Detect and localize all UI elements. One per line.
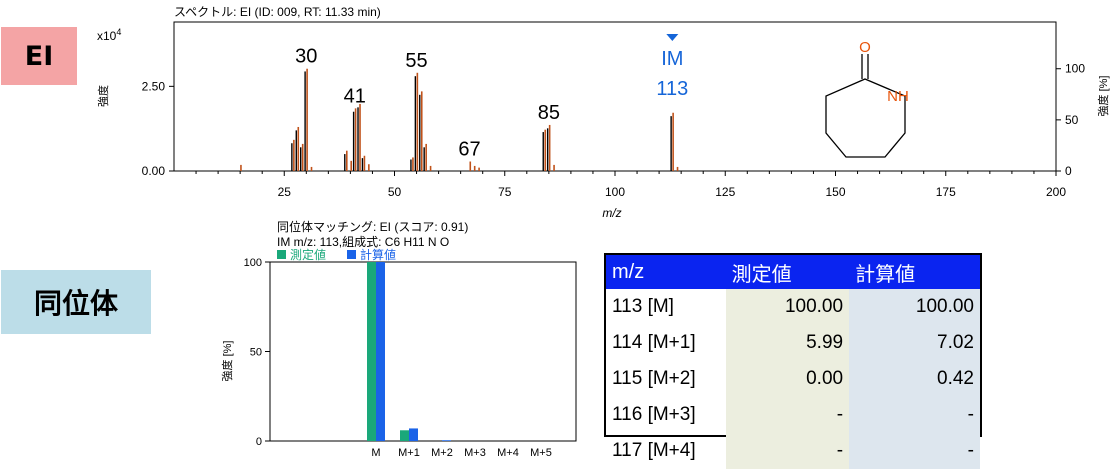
iso-x-tick-label: M+1 xyxy=(398,447,420,459)
structure-oxygen-label: O xyxy=(859,39,871,56)
table-cell-measured: - xyxy=(725,433,850,469)
table-cell-mz: 116 [M+3] xyxy=(612,404,696,425)
x-tick-label: 75 xyxy=(498,185,512,199)
table-row: 114 [M+1] 5.99 7.02 xyxy=(606,325,980,361)
iso-x-tick-label: M+4 xyxy=(497,447,519,459)
isotope-table: m/z 測定値 計算値 113 [M] 100.00 100.00 114 [M… xyxy=(604,253,982,469)
x-tick-label: 200 xyxy=(1046,185,1066,199)
im-label: IM xyxy=(661,48,683,70)
table-cell-calculated: - xyxy=(849,433,980,469)
table-header-mz: m/z xyxy=(606,255,726,289)
table-cell-calculated: 0.42 xyxy=(849,361,980,397)
iso-x-tick-label: M+3 xyxy=(464,447,486,459)
peak-label: 67 xyxy=(458,139,480,161)
legend-swatch-measured xyxy=(277,250,286,259)
peak-label: 30 xyxy=(295,46,317,68)
ei-spectrum-chart: スペクトル: EI (ID: 009, RT: 11.33 min) x104 … xyxy=(96,5,1110,220)
iso-bar-measured xyxy=(400,430,409,441)
iso-bar-calculated xyxy=(376,262,385,441)
table-cell-measured: 100.00 xyxy=(725,289,850,325)
table-cell-mz: 115 [M+2] xyxy=(612,368,696,389)
iso-bar-calculated xyxy=(409,428,418,441)
table-header-row: m/z 測定値 計算値 xyxy=(606,255,980,289)
table-cell-mz: 113 [M] xyxy=(612,296,674,317)
spectrum-plot-frame xyxy=(173,21,1057,172)
x-tick-label: 50 xyxy=(388,185,402,199)
peak-label: 113 xyxy=(656,78,688,100)
iso-y-tick-label: 50 xyxy=(250,347,262,359)
iso-y-tick-label: 100 xyxy=(244,257,262,269)
iso-x-tick-label: M+2 xyxy=(431,447,453,459)
im-marker-icon xyxy=(666,34,679,41)
table-cell-calculated: - xyxy=(849,397,980,433)
y-axis-label-left: 強度 xyxy=(96,85,110,107)
table-cell-measured: - xyxy=(725,397,850,433)
iso-plot-frame xyxy=(269,261,577,442)
peak-label: 55 xyxy=(405,50,427,72)
y-right-tick-label: 100 xyxy=(1065,62,1085,76)
legend-label-calculated: 計算値 xyxy=(360,247,396,262)
iso-x-tick-label: M+5 xyxy=(530,447,552,459)
table-cell-measured: 0.00 xyxy=(725,361,850,397)
table-cell-measured: 5.99 xyxy=(725,325,850,361)
ei-section-label: EI xyxy=(1,27,77,85)
table-cell-calculated: 7.02 xyxy=(849,325,980,361)
table-row: 117 [M+4] - - xyxy=(606,433,980,469)
table-row: 115 [M+2] 0.00 0.42 xyxy=(606,361,980,397)
spectrum-title: スペクトル: EI (ID: 009, RT: 11.33 min) xyxy=(174,5,381,19)
x-axis-label: m/z xyxy=(602,206,621,220)
iso-bar-measured xyxy=(367,262,376,441)
legend-label-measured: 測定値 xyxy=(290,247,326,262)
isotope-match-title: 同位体マッチング: EI (スコア: 0.91) xyxy=(277,220,469,234)
caprolactam-structure: O NH xyxy=(825,39,909,158)
structure-nh-label: NH xyxy=(887,88,909,105)
x-tick-label: 25 xyxy=(278,185,292,199)
y-axis-label-right: 強度 [%] xyxy=(1096,76,1110,117)
y-tick-label: 0.00 xyxy=(142,164,166,178)
iso-y-axis-label: 強度 [%] xyxy=(220,341,234,382)
table-cell-calculated: 100.00 xyxy=(849,289,980,325)
peak-label: 85 xyxy=(538,102,560,124)
y-right-tick-label: 0 xyxy=(1065,164,1072,178)
peak-label: 41 xyxy=(344,85,366,107)
table-header-measured: 測定値 xyxy=(725,255,850,289)
y-multiplier: x104 xyxy=(97,27,121,43)
table-row: 116 [M+3] - - xyxy=(606,397,980,433)
iso-bar-calculated xyxy=(442,440,451,441)
x-tick-label: 100 xyxy=(605,185,625,199)
x-tick-label: 150 xyxy=(825,185,845,199)
y-right-tick-label: 50 xyxy=(1065,113,1079,127)
iso-x-tick-label: M xyxy=(371,447,380,459)
isotope-legend: 測定値 計算値 xyxy=(277,247,396,262)
iso-y-tick-label: 0 xyxy=(256,436,262,448)
isotope-im-info: IM m/z: 113,組成式: C6 H11 N O xyxy=(277,235,450,249)
isotope-section-label: 同位体 xyxy=(1,270,151,334)
table-cell-mz: 117 [M+4] xyxy=(612,440,696,461)
table-row: 113 [M] 100.00 100.00 xyxy=(606,289,980,325)
structure-ring xyxy=(825,78,906,158)
isotope-bar-chart: 測定値 計算値 強度 [%] 0 50 100 M M+1 M+2 M+3 M+4 M+5 xyxy=(220,247,577,459)
table-header-calculated: 計算値 xyxy=(849,255,980,289)
legend-swatch-calculated xyxy=(347,250,356,259)
x-tick-label: 125 xyxy=(715,185,735,199)
y-tick-label: 2.50 xyxy=(142,79,166,93)
table-cell-mz: 114 [M+1] xyxy=(612,332,696,353)
x-tick-label: 175 xyxy=(936,185,956,199)
